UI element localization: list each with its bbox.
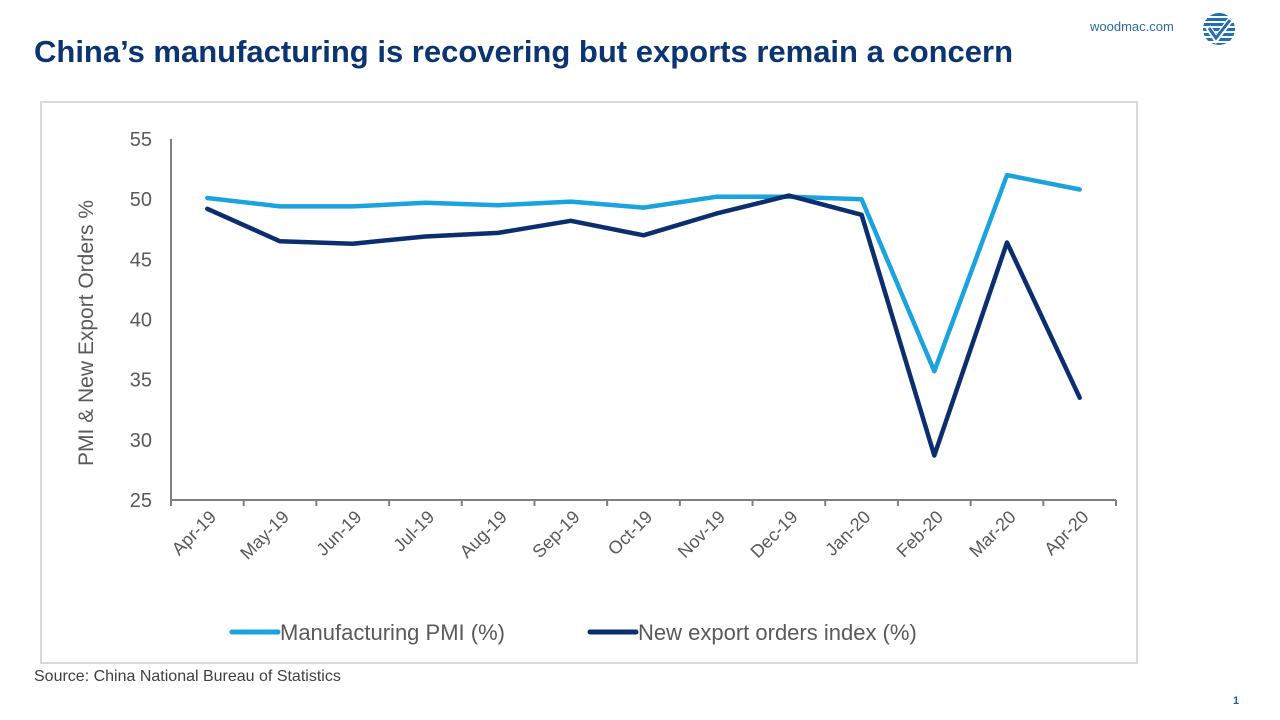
x-tick-label: Jul-19 [389,507,438,556]
x-tick-label: Mar-20 [965,507,1019,561]
y-tick-label: 45 [130,249,152,271]
x-tick-label: May-19 [236,507,293,564]
slide-title: China’s manufacturing is recovering but … [34,34,1014,69]
x-tick-label: Apr-19 [168,507,220,559]
legend-label: Manufacturing PMI (%) [280,620,505,645]
x-tick-label: Nov-19 [674,507,729,562]
y-tick-label: 55 [130,129,152,151]
y-tick-label: 40 [130,310,152,332]
y-tick-label: 30 [130,430,152,452]
woodmac-logo-icon [1203,13,1235,45]
legend-label: New export orders index (%) [638,620,917,645]
y-axis-label: PMI & New Export Orders % [75,200,98,466]
chart-frame [40,101,1138,664]
x-tick-label: Apr-20 [1040,507,1092,559]
y-tick-label: 50 [130,189,152,211]
x-tick-label: Jun-19 [312,507,365,560]
x-tick-label: Aug-19 [456,507,511,562]
y-tick-label: 25 [130,490,152,512]
x-tick-label: Dec-19 [747,507,802,562]
site-link[interactable]: woodmac.com [1090,19,1174,34]
series-line-manufacturing-pmi [205,172,1082,374]
y-tick-label: 35 [130,370,152,392]
x-tick-label: Oct-19 [604,507,656,559]
x-tick-label: Jan-20 [821,507,874,560]
x-tick-label: Feb-20 [893,507,947,561]
source-note: Source: China National Bureau of Statist… [34,668,341,685]
x-tick-label: Sep-19 [528,507,583,562]
page-number: 1 [1233,695,1240,707]
